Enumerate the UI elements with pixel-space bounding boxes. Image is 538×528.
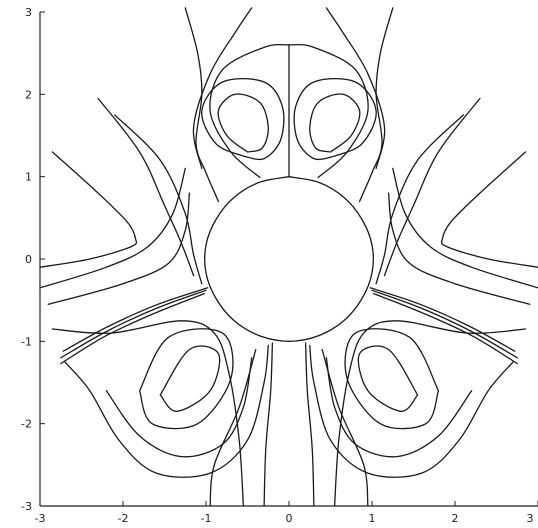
streamline-16 xyxy=(39,167,186,289)
y-tick-label: 3 xyxy=(25,6,32,19)
streamline-26 xyxy=(369,287,516,352)
x-tick-label: 2 xyxy=(452,512,459,525)
y-tick-label: 1 xyxy=(25,171,32,184)
streamline-14 xyxy=(375,114,464,285)
streamline-2 xyxy=(209,43,369,179)
streamline-20 xyxy=(387,192,531,305)
streamline-40 xyxy=(304,342,315,507)
streamline-0 xyxy=(204,176,374,342)
streamline-10 xyxy=(325,7,386,170)
streamline-4 xyxy=(201,78,285,161)
streamline-18 xyxy=(440,151,538,268)
streamline-25 xyxy=(373,292,518,365)
streamline-38 xyxy=(263,342,274,507)
x-tick-label: -1 xyxy=(201,512,212,525)
streamline-29 xyxy=(357,345,419,412)
streamline-31 xyxy=(51,320,245,507)
axis-ticks: -3 -2 -1 0 1 2 3 -3 -2 -1 0 1 2 3 xyxy=(21,6,538,525)
streamline-30 xyxy=(344,328,440,430)
y-tick-label: 0 xyxy=(25,253,32,266)
streamline-17 xyxy=(47,192,191,305)
streamline-3 xyxy=(217,93,269,153)
streamline-9 xyxy=(192,7,253,170)
y-tick-label: -3 xyxy=(21,500,32,513)
x-tick-label: -3 xyxy=(35,512,46,525)
streamline-23 xyxy=(62,287,209,352)
streamline-12 xyxy=(383,97,481,277)
streamline-28 xyxy=(138,328,234,430)
y-tick-label: -2 xyxy=(21,418,32,431)
streamline-13 xyxy=(114,114,203,285)
streamline-32 xyxy=(64,344,269,478)
streamline-15 xyxy=(39,151,138,268)
streamline-7 xyxy=(184,7,220,203)
streamline-24 xyxy=(371,289,518,359)
streamline-34 xyxy=(333,320,527,507)
streamline-27 xyxy=(159,345,221,412)
streamline-36 xyxy=(325,357,473,458)
streamline-35 xyxy=(309,344,514,478)
streamline-37 xyxy=(209,348,257,507)
x-tick-label: -2 xyxy=(118,512,129,525)
x-tick-label: 3 xyxy=(527,512,534,525)
y-tick-label: 2 xyxy=(25,88,32,101)
streamline-5 xyxy=(309,93,361,153)
streamline-curves xyxy=(39,7,538,507)
x-tick-label: 0 xyxy=(286,512,293,525)
streamline-6 xyxy=(293,78,377,161)
streamline-33 xyxy=(105,357,253,458)
streamline-8 xyxy=(358,7,394,203)
streamline-11 xyxy=(97,97,195,277)
streamline-19 xyxy=(392,167,538,289)
streamline-22 xyxy=(60,292,205,365)
x-tick-label: 1 xyxy=(369,512,376,525)
streamline-21 xyxy=(60,289,207,359)
y-tick-label: -1 xyxy=(21,335,32,348)
streamline-39 xyxy=(321,348,369,507)
